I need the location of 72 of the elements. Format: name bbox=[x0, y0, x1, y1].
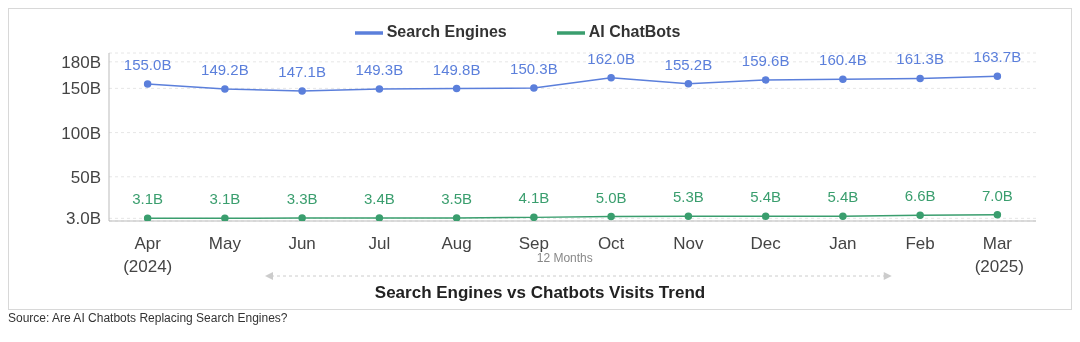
point bbox=[298, 87, 306, 95]
point bbox=[298, 214, 306, 221]
point bbox=[530, 213, 538, 221]
point bbox=[916, 74, 924, 83]
point bbox=[684, 212, 693, 221]
text: 12 Months bbox=[536, 251, 593, 265]
point bbox=[452, 84, 461, 93]
x-tick-label: Mar bbox=[982, 234, 1013, 254]
data-label: 5.4B bbox=[750, 188, 782, 206]
y-tick-label: 180B bbox=[61, 52, 101, 72]
data-label: 160.4B bbox=[819, 51, 867, 69]
point bbox=[607, 212, 615, 221]
y-tick-label: 150B bbox=[61, 79, 101, 99]
data-label: 155.0B bbox=[123, 55, 172, 73]
x-tick-label: Sep bbox=[518, 234, 549, 254]
data-label: 163.7B bbox=[973, 48, 1022, 66]
point bbox=[530, 84, 538, 92]
point bbox=[839, 75, 847, 83]
data-label: 7.0B bbox=[981, 186, 1013, 204]
point bbox=[143, 80, 152, 88]
data-label: 3.3B bbox=[286, 190, 318, 208]
data-label: 162.0B bbox=[587, 49, 635, 67]
data-label: 161.3B bbox=[896, 50, 944, 68]
point bbox=[221, 214, 229, 221]
data-label: 5.3B bbox=[672, 188, 704, 206]
x-tick-label: Dec bbox=[750, 234, 782, 254]
data-label: 149.2B bbox=[201, 61, 249, 79]
data-label: 3.1B bbox=[132, 190, 164, 208]
point bbox=[221, 85, 229, 93]
text: (2025) bbox=[973, 257, 1025, 277]
point bbox=[993, 72, 1002, 80]
point bbox=[761, 212, 770, 220]
data-label: 5.0B bbox=[595, 188, 627, 206]
x-tick-label: Jun bbox=[288, 234, 316, 254]
data-label: 149.8B bbox=[432, 60, 481, 78]
text: (2024) bbox=[122, 257, 174, 277]
data-label: 3.4B bbox=[363, 189, 395, 207]
data-label: 3.1B bbox=[209, 190, 241, 208]
x-tick-label: Apr bbox=[134, 234, 162, 254]
data-label: 159.6B bbox=[741, 51, 790, 69]
legend-label: Search Engines bbox=[386, 23, 507, 41]
point bbox=[375, 85, 384, 93]
data-label: 3.5B bbox=[441, 189, 473, 207]
data-label: 5.4B bbox=[827, 188, 859, 206]
data-label: 155.2B bbox=[664, 55, 713, 73]
point bbox=[143, 214, 152, 221]
x-tick-label: Jan bbox=[829, 234, 857, 254]
data-label: 150.3B bbox=[510, 60, 558, 78]
x-tick-label: Nov bbox=[673, 234, 704, 254]
y-tick-label: 50B bbox=[70, 167, 101, 187]
x-tick-label: Feb bbox=[905, 234, 935, 254]
y-tick-label: 100B bbox=[61, 123, 101, 143]
source-note: Source: Are AI Chatbots Replacing Search Engines? bbox=[8, 311, 289, 325]
text: Search Engines vs Chatbots Visits Trend bbox=[373, 283, 707, 303]
x-tick-label: May bbox=[208, 234, 242, 254]
legend-label: AI ChatBots bbox=[588, 23, 681, 41]
y-tick-label: 3.0B bbox=[66, 209, 101, 229]
x-tick-label: Aug bbox=[441, 234, 472, 254]
x-tick-label: Jul bbox=[368, 234, 391, 254]
point bbox=[452, 214, 461, 221]
data-label: 147.1B bbox=[278, 62, 326, 80]
data-label: 6.6B bbox=[904, 187, 936, 205]
point bbox=[607, 74, 615, 82]
point bbox=[839, 212, 847, 220]
point bbox=[993, 211, 1002, 219]
data-label: 4.1B bbox=[518, 189, 550, 207]
point bbox=[916, 211, 924, 219]
x-tick-label: Oct bbox=[597, 234, 625, 254]
point bbox=[761, 76, 770, 84]
point bbox=[375, 214, 384, 221]
data-label: 149.3B bbox=[355, 60, 404, 78]
point bbox=[684, 80, 693, 88]
